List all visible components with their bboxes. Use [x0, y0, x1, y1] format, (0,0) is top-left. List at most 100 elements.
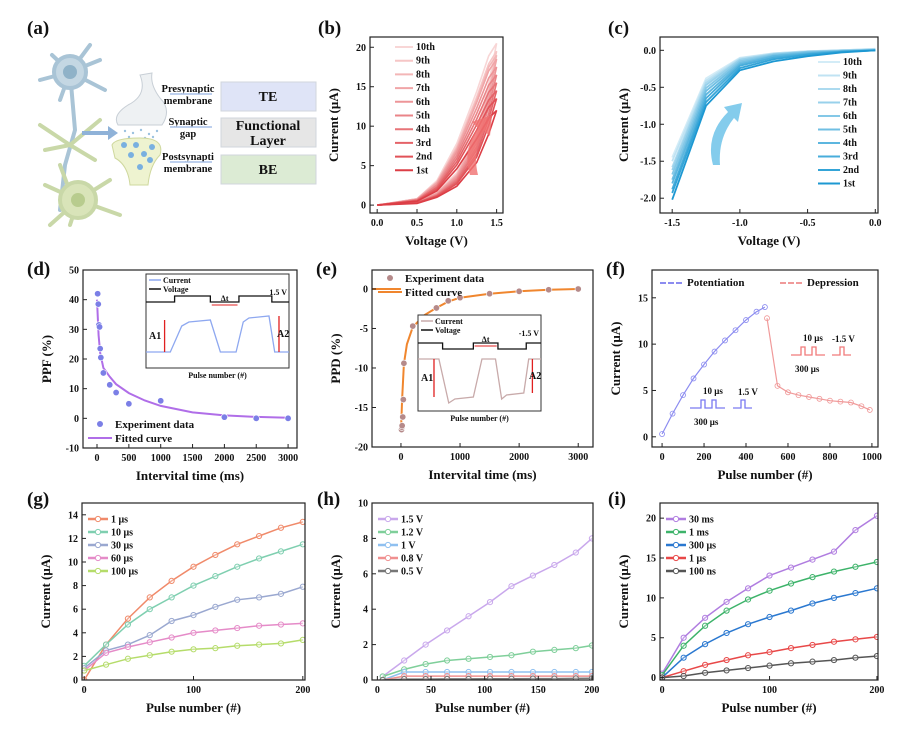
- data-point: [852, 563, 859, 570]
- legend-label: 0.5 V: [401, 567, 424, 578]
- y-axis-label: Current (μA): [326, 88, 341, 162]
- data-point: [299, 541, 305, 548]
- legend-label: 6th: [416, 97, 430, 108]
- legend-label: 5th: [416, 111, 430, 122]
- voltage-waveform: [418, 342, 541, 350]
- inset-legend-current: Current: [163, 276, 191, 285]
- data-point: [168, 594, 175, 601]
- x-tick-label: 2000: [509, 452, 529, 463]
- y-tick-label: -1.5: [640, 157, 656, 168]
- data-point: [830, 568, 838, 575]
- legend-label: 1 V: [401, 541, 416, 552]
- data-point: [723, 656, 730, 664]
- inset-legend-voltage: Voltage: [163, 285, 189, 294]
- data-point: [168, 617, 175, 625]
- legend-marker: [97, 421, 103, 427]
- data-point: [299, 636, 305, 643]
- data-point: [744, 664, 752, 672]
- y-tick-label: 4: [363, 605, 368, 616]
- axes-frame: [81, 502, 306, 681]
- x-tick-label: 500: [121, 453, 136, 464]
- data-point: [529, 572, 537, 579]
- legend-label: 30 ms: [689, 515, 714, 526]
- data-point: [399, 396, 407, 404]
- panel-label: (b): [318, 18, 341, 39]
- chart-h: (h) 0 50 100 150 200 0 2 4 6 8 10 Pulse number (#) Cu…: [317, 489, 599, 715]
- data-point: [400, 359, 408, 367]
- x-tick-label: 1500: [183, 453, 203, 464]
- x-tick-label: 150: [531, 685, 546, 696]
- data-point: [659, 431, 665, 437]
- series-100 ns: [662, 655, 877, 679]
- data-point: [255, 622, 263, 629]
- x-tick-label: 0: [375, 685, 380, 696]
- plot-area: [94, 290, 292, 422]
- legend-marker: [384, 515, 392, 523]
- legend-label: 10th: [843, 57, 862, 68]
- data-point: [572, 549, 579, 556]
- x-axis-label: Voltage (V): [405, 233, 468, 248]
- y-tick-label: 40: [69, 295, 79, 306]
- data-point: [702, 622, 709, 629]
- y-tick-label: 8: [73, 581, 78, 592]
- x-tick-label: 100: [762, 685, 777, 696]
- plot-area: [379, 535, 593, 680]
- inset-voltage-amplitude: -1.5 V: [519, 329, 540, 338]
- panel-label: (c): [608, 18, 629, 39]
- x-tick-label: 0: [398, 452, 403, 463]
- data-point: [873, 558, 878, 566]
- data-point: [830, 656, 838, 664]
- y-tick-label: 0: [361, 201, 366, 212]
- postsynaptic-neuron-illustration: [38, 118, 122, 227]
- legend-label: Experiment data: [115, 419, 195, 431]
- iv-curve-1st: [671, 49, 876, 201]
- data-point: [277, 621, 285, 628]
- x-tick-label: -1.5: [664, 218, 680, 229]
- series-100 μs: [84, 639, 303, 672]
- receptor-vesicles: [121, 142, 155, 170]
- data-point: [702, 661, 709, 668]
- data-point: [255, 594, 263, 601]
- data-point: [486, 290, 494, 298]
- data-point: [852, 636, 859, 643]
- x-tick-label: -1.0: [732, 218, 748, 229]
- inset-dt-label: Δt: [482, 335, 490, 344]
- panel-label: (g): [27, 489, 49, 510]
- data-point: [124, 615, 132, 622]
- y-tick-label: -1.0: [640, 120, 656, 131]
- data-point: [443, 657, 451, 664]
- data-point: [255, 641, 263, 648]
- y-tick-label: -0.5: [640, 83, 656, 94]
- y-tick-label: 10: [358, 499, 368, 510]
- data-point: [809, 641, 816, 649]
- data-point: [168, 577, 175, 584]
- data-point: [212, 645, 219, 652]
- axes-frame: [659, 502, 879, 681]
- data-point: [284, 414, 292, 422]
- data-point: [94, 300, 102, 308]
- legend-label: 100 μs: [111, 567, 138, 578]
- data-point: [401, 657, 408, 664]
- potentiation-pulse-icon: [690, 399, 725, 409]
- data-point: [102, 641, 110, 648]
- data-point: [409, 322, 417, 330]
- layer-box: [220, 117, 317, 148]
- series-300 μs: [661, 587, 878, 679]
- legend-label: 1st: [843, 179, 856, 190]
- data-point: [168, 634, 175, 641]
- y-tick-label: 0: [363, 284, 368, 295]
- y-tick-label: -10: [355, 363, 368, 374]
- x-tick-label: 2000: [214, 453, 234, 464]
- data-point: [766, 648, 773, 656]
- data-point: [508, 583, 515, 590]
- legend-marker: [94, 554, 102, 562]
- synapse-label: gap: [180, 129, 197, 140]
- data-point: [190, 612, 197, 619]
- legend-marker: [384, 567, 392, 575]
- data-point: [515, 287, 523, 295]
- series-30 ms: [661, 515, 878, 674]
- series-1 μs: [83, 521, 303, 680]
- legend-marker: [94, 528, 102, 536]
- legend-label: 0.8 V: [401, 554, 424, 565]
- x-tick-label: 0: [82, 685, 87, 696]
